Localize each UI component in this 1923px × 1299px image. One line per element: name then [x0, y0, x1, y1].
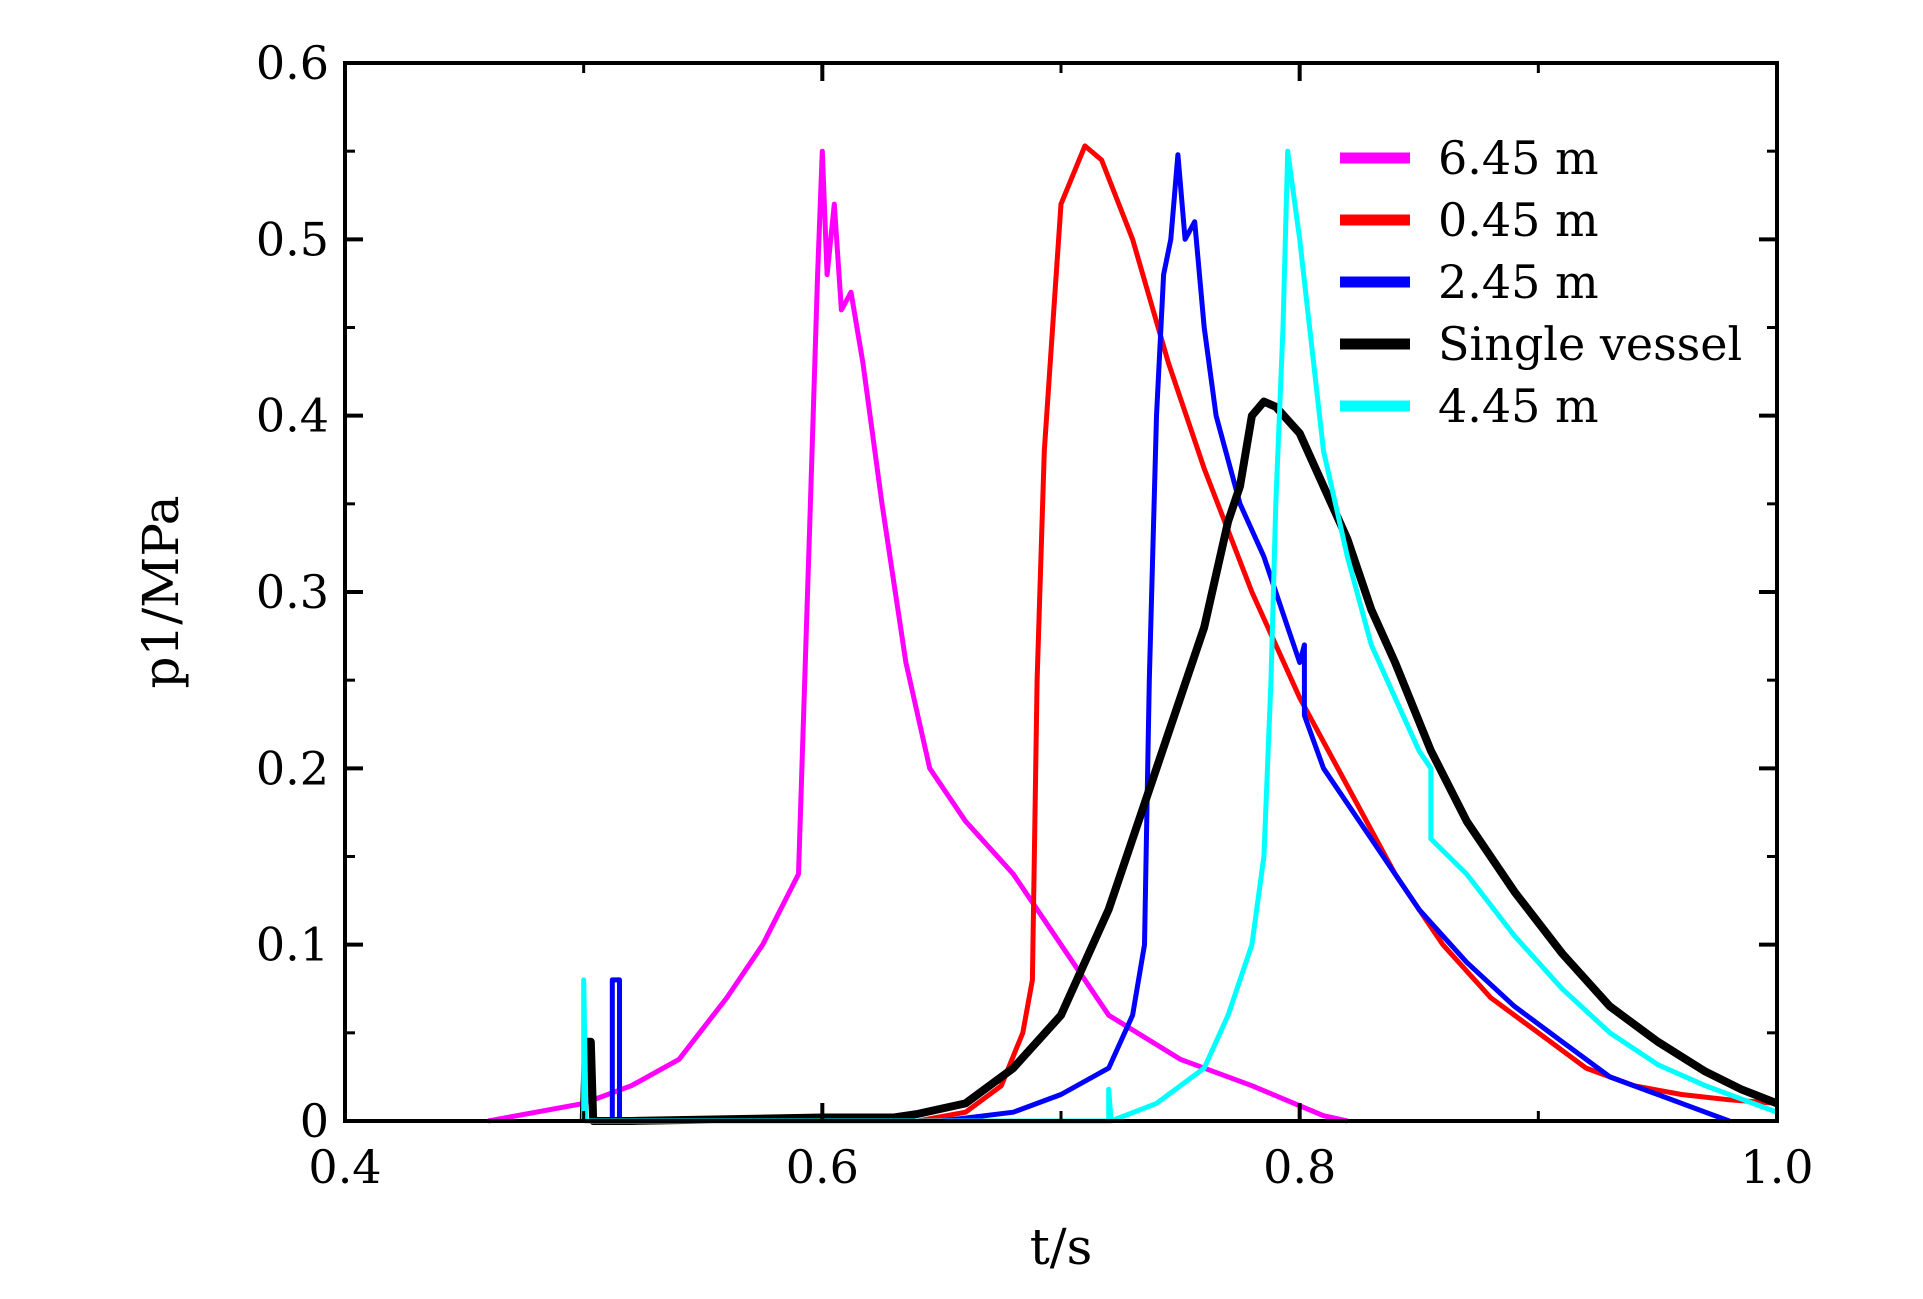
series-layer: [487, 143, 1779, 1125]
legend-label-0: 6.45 m: [1438, 131, 1599, 185]
series-line-2: [595, 152, 1731, 1124]
y-axis-label: p1/MPa: [132, 495, 190, 688]
y-tick-label: 0.4: [256, 389, 329, 443]
legend-label-4: 4.45 m: [1438, 379, 1599, 433]
tick-layer: 0 0.1 0.2 0.3 0.4 0.5 0.6 0.4 0.6 0.8 1.0: [256, 36, 1814, 1194]
x-axis-label: t/s: [1030, 1218, 1093, 1276]
x-tick-label: 0.6: [786, 1140, 859, 1194]
x-tick-label: 1.0: [1740, 1140, 1813, 1194]
x-tick-label: 0.4: [308, 1140, 381, 1194]
y-tick-label: 0.5: [256, 212, 329, 266]
y-tick-label: 0.3: [256, 565, 329, 619]
legend-label-3: Single vessel: [1438, 317, 1742, 371]
x-tick-label: 0.8: [1263, 1140, 1336, 1194]
y-tick-label: 0.6: [256, 36, 329, 90]
y-tick-label: 0.1: [256, 918, 329, 972]
series-line-3: [579, 397, 1779, 1125]
series-line-1: [917, 143, 1778, 1124]
series-line-4: [581, 148, 1778, 1124]
y-tick-label: 0: [300, 1094, 329, 1148]
legend-label-1: 0.45 m: [1438, 193, 1599, 247]
y-tick-label: 0.2: [256, 741, 329, 795]
legend-label-2: 2.45 m: [1438, 255, 1599, 309]
legend: 6.45 m 0.45 m 2.45 m Single vessel 4.45 m: [1340, 131, 1742, 433]
series-line-0: [487, 148, 1348, 1124]
